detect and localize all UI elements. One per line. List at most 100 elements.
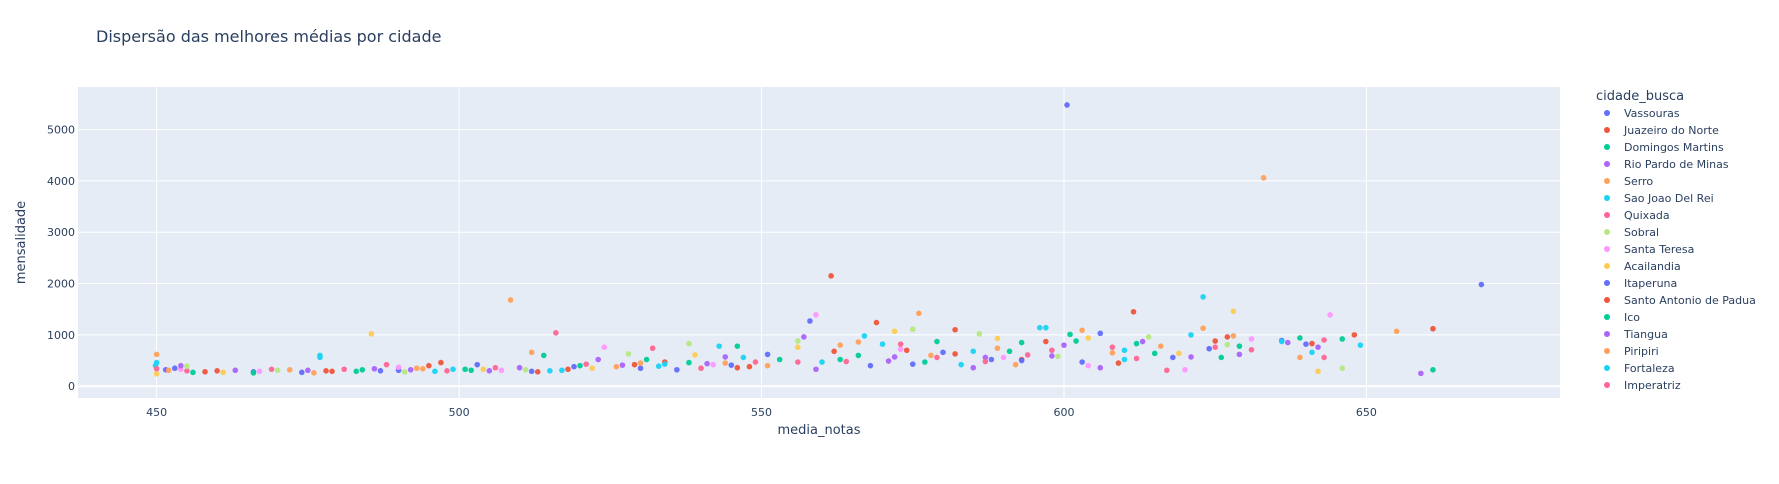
data-point [1188,354,1194,360]
legend-marker [1604,246,1610,252]
legend-item[interactable]: Santa Teresa [1604,243,1694,256]
data-point [268,366,275,373]
data-point [311,370,317,376]
data-point [178,362,184,369]
data-point [1339,336,1346,342]
data-point [1248,336,1255,342]
data-point [994,335,1001,342]
data-point [1218,354,1225,361]
legend-item[interactable]: Domingos Martins [1604,141,1724,154]
legend-item[interactable]: Vassouras [1604,107,1680,120]
data-point [686,359,692,366]
data-point [1121,356,1128,363]
data-point [559,367,565,374]
data-point [1097,364,1104,371]
legend-label: Sao Joao Del Rei [1624,192,1714,205]
legend-item[interactable]: Sobral [1604,226,1659,239]
legend-marker [1604,280,1610,286]
legend-label: Domingos Martins [1624,141,1724,154]
data-point [813,366,819,373]
data-point [831,348,837,355]
data-point [1260,175,1267,181]
legend-item[interactable]: Acailandia [1604,260,1681,273]
legend-item[interactable]: Sao Joao Del Rei [1604,192,1714,205]
data-point [867,362,874,369]
x-tick-label: 550 [751,406,772,419]
data-point [534,369,541,375]
legend[interactable]: Vassouras Juazeiro do Norte Domingos Marti… [1604,107,1756,392]
chart-title: Dispersão das melhores médias por cidade [96,27,441,46]
data-point [619,362,626,368]
data-point [1133,355,1140,362]
data-point [377,368,384,374]
data-point [395,364,402,371]
legend-marker [1604,144,1610,150]
data-point [686,340,692,347]
data-point [1278,338,1285,345]
data-point [153,365,160,372]
legend-item[interactable]: Imperatriz [1604,379,1681,392]
x-tick-label: 500 [449,406,470,419]
data-point [1321,337,1327,343]
legend-item[interactable]: Quixada [1604,209,1670,222]
data-point [1115,360,1122,366]
data-point [661,361,668,367]
data-point [419,365,426,372]
y-tick-label: 5000 [47,124,75,137]
data-point [286,366,293,373]
data-point [1000,354,1007,361]
data-point [577,362,583,369]
legend-item[interactable]: Santo Antonio de Padua [1604,294,1756,307]
data-point [637,360,644,366]
legend-item[interactable]: Tiangua [1604,328,1668,341]
legend-marker [1604,178,1610,184]
x-tick-label: 650 [1356,406,1377,419]
legend-item[interactable]: Juazeiro do Norte [1604,124,1719,137]
data-point [970,348,977,355]
data-point [649,345,656,352]
data-point [1073,338,1079,344]
data-point [855,339,862,345]
legend-marker [1604,365,1610,371]
data-point [734,364,741,371]
data-point [692,352,698,358]
legend-item[interactable]: Serro [1604,175,1653,188]
data-point [1339,365,1346,372]
data-point [1133,340,1140,347]
legend-item[interactable]: Itaperuna [1604,277,1677,290]
data-point [1145,334,1152,340]
data-point [891,354,898,360]
legend-marker [1604,212,1610,218]
legend-label: Ico [1624,311,1640,324]
data-point [507,297,514,303]
legend-item[interactable]: Ico [1604,311,1640,324]
data-point [1430,366,1436,373]
legend-item[interactable]: Fortaleza [1604,362,1675,375]
data-point [450,366,456,373]
data-point [1315,344,1321,350]
data-point [952,326,958,333]
data-point [958,361,964,368]
data-point [1212,344,1219,350]
legend-marker [1604,348,1610,354]
data-point [934,354,940,361]
legend-marker [1604,382,1610,388]
data-point [903,347,910,354]
data-point [1284,339,1291,346]
legend-marker [1604,297,1610,303]
data-point [1079,359,1085,365]
legend-item[interactable]: Rio Pardo de Minas [1604,158,1729,171]
data-point [323,368,329,374]
data-point [1236,351,1243,358]
data-point [710,361,716,368]
data-point [1109,344,1116,350]
data-point [1018,339,1025,346]
data-point [940,349,946,356]
data-point [1309,349,1315,356]
data-point [828,273,834,279]
legend-label: Rio Pardo de Minas [1624,158,1729,171]
data-point [922,359,928,365]
data-point [843,358,850,365]
legend-item[interactable]: Piripiri [1604,345,1659,358]
